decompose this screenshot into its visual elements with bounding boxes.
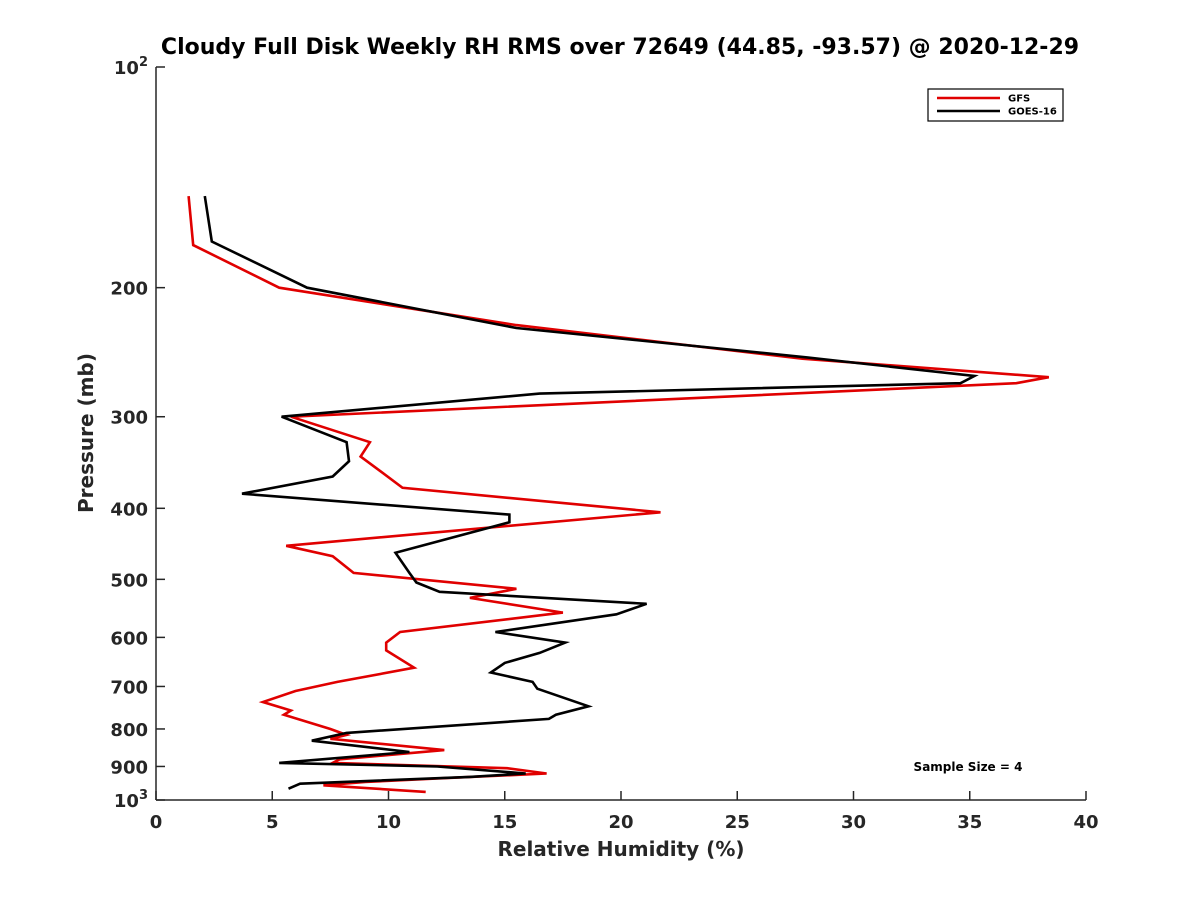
y-tick-label: 500 bbox=[110, 570, 148, 591]
x-tick-label: 5 bbox=[266, 812, 279, 833]
y-axis-title: Pressure (mb) bbox=[74, 353, 98, 513]
legend-box bbox=[927, 88, 1064, 122]
plot-area: 0 5 10 15 20 25 30 35 40 102 200 300 400 500 600 700 800… bbox=[110, 55, 1098, 833]
legend-label: GOES-16 bbox=[1008, 107, 1057, 118]
y-tick-label: 200 bbox=[110, 279, 148, 300]
sample-size-annotation: Sample Size = 4 bbox=[914, 760, 1023, 774]
y-tick-label: 800 bbox=[110, 720, 148, 741]
y-tick-label: 700 bbox=[110, 677, 148, 698]
x-tick-label: 40 bbox=[1073, 812, 1098, 833]
legend: GFS GOES-16 bbox=[927, 88, 1064, 122]
series-line-goes-16 bbox=[203, 195, 979, 790]
chart-title: Cloudy Full Disk Weekly RH RMS over 7264… bbox=[161, 35, 1079, 60]
x-tick-label: 10 bbox=[376, 812, 401, 833]
x-tick-label: 20 bbox=[608, 812, 633, 833]
y-tick-label: 102 bbox=[114, 55, 148, 79]
x-tick-label: 35 bbox=[957, 812, 982, 833]
y-tick-label: 600 bbox=[110, 628, 148, 649]
legend-label: GFS bbox=[1008, 94, 1030, 105]
x-tick-label: 0 bbox=[150, 812, 163, 833]
x-tick-label: 15 bbox=[492, 812, 517, 833]
y-tick-label: 300 bbox=[110, 408, 148, 429]
x-axis-title: Relative Humidity (%) bbox=[497, 837, 744, 861]
y-tick-label: 103 bbox=[114, 788, 148, 812]
x-tick-label: 30 bbox=[841, 812, 866, 833]
y-tick-label: 900 bbox=[110, 757, 148, 778]
series-line-gfs bbox=[187, 195, 1050, 794]
y-tick-label: 400 bbox=[110, 499, 148, 520]
x-tick-label: 25 bbox=[725, 812, 750, 833]
